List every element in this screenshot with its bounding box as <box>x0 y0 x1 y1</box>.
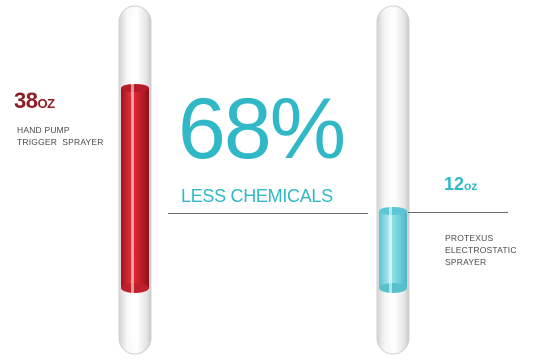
left-amount-value: 38 <box>14 88 38 113</box>
right-tube <box>376 5 410 355</box>
left-desc-line1: HAND PUMP <box>17 125 70 135</box>
right-amount-unit: oz <box>464 179 478 193</box>
right-desc-line2: ELECTROSTATIC <box>445 245 517 255</box>
right-amount-value: 12 <box>444 174 465 194</box>
percentage-headline: 68% <box>178 81 346 177</box>
left-desc-line2: TRIGGER SPRAYER <box>17 137 104 147</box>
percentage-subtitle: LESS CHEMICALS <box>181 186 333 206</box>
right-description: PROTEXUS ELECTROSTATIC SPRAYER <box>445 232 535 268</box>
left-amount-unit: OZ <box>37 96 55 111</box>
divider-line-center <box>168 213 368 214</box>
right-desc-line3: SPRAYER <box>445 257 487 267</box>
left-tube <box>118 5 152 355</box>
left-tube-liquid <box>121 88 149 288</box>
right-amount: 12oz <box>444 174 477 196</box>
left-description: HAND PUMP TRIGGER SPRAYER <box>17 124 127 148</box>
left-amount: 38OZ <box>14 90 55 115</box>
right-tube-liquid <box>379 211 407 288</box>
right-desc-line1: PROTEXUS <box>445 233 494 243</box>
divider-line-right <box>408 212 508 213</box>
